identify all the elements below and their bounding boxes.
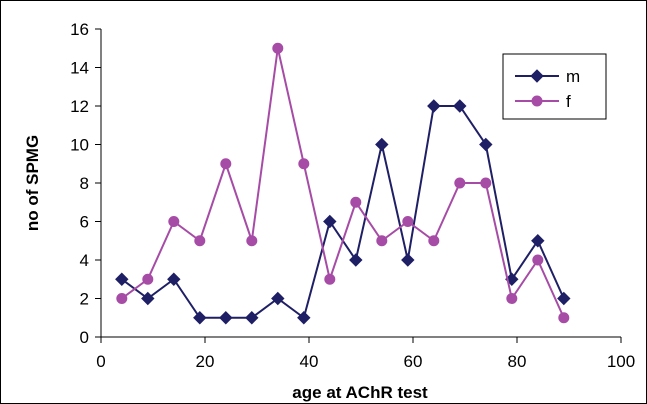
data-point-m [531,234,545,248]
data-point-f [558,312,570,324]
data-point-f [246,235,258,247]
data-point-f [480,177,492,189]
data-point-m [297,311,311,325]
data-point-m [349,253,363,267]
legend-marker-m [530,69,544,83]
series-f [116,42,570,324]
data-point-f [454,177,466,189]
x-tick-label: 0 [96,352,105,371]
data-point-m [219,311,233,325]
x-tick-label: 20 [196,352,215,371]
legend-label-m: m [566,67,580,86]
x-axis-title: age at AChR test [292,383,428,402]
data-point-m [453,99,467,113]
data-point-f [194,235,206,247]
data-point-f [168,216,180,227]
y-tick-label: 16 [70,20,89,39]
data-point-m [427,99,441,113]
data-point-m [323,214,337,229]
data-point-m [245,311,259,325]
y-tick-label: 8 [80,174,89,193]
data-point-f [220,158,232,170]
x-tick-label: 60 [404,352,423,371]
y-tick-label: 4 [80,251,89,270]
data-point-m [271,291,285,306]
y-tick-label: 12 [70,97,89,116]
data-point-f [350,196,362,208]
data-point-m [557,291,571,306]
data-point-f [298,158,310,170]
data-point-f [428,235,440,247]
data-point-m [401,253,415,267]
data-point-m [167,272,181,286]
data-point-m [375,137,389,152]
data-point-f [402,216,414,227]
y-tick-label: 10 [70,136,89,155]
series-layer [115,42,571,325]
y-tick-label: 2 [80,290,89,309]
y-tick-label: 6 [80,213,89,232]
data-point-f [116,293,128,304]
data-point-m [141,291,155,306]
data-point-f [376,235,388,247]
data-point-f [506,293,518,304]
x-axis-ticks: 0 20 40 60 80 100 [96,337,635,371]
x-tick-label: 40 [300,352,319,371]
data-point-f [272,42,284,54]
y-axis-title: no of SPMG [23,135,42,231]
legend-box [502,53,607,120]
y-axis-ticks: 0 2 4 6 8 10 12 14 16 [70,20,101,347]
data-point-m [193,311,207,325]
legend: mf [502,53,607,120]
y-tick-label: 14 [70,59,89,78]
data-point-m [479,137,493,152]
y-tick-label: 0 [80,328,89,347]
data-point-m [115,272,129,286]
legend-marker-f [531,95,543,107]
data-point-f [142,273,154,285]
legend-label-f: f [566,92,571,111]
x-tick-label: 100 [607,352,635,371]
data-point-f [532,254,544,266]
data-point-f [324,273,336,285]
x-tick-label: 80 [508,352,527,371]
